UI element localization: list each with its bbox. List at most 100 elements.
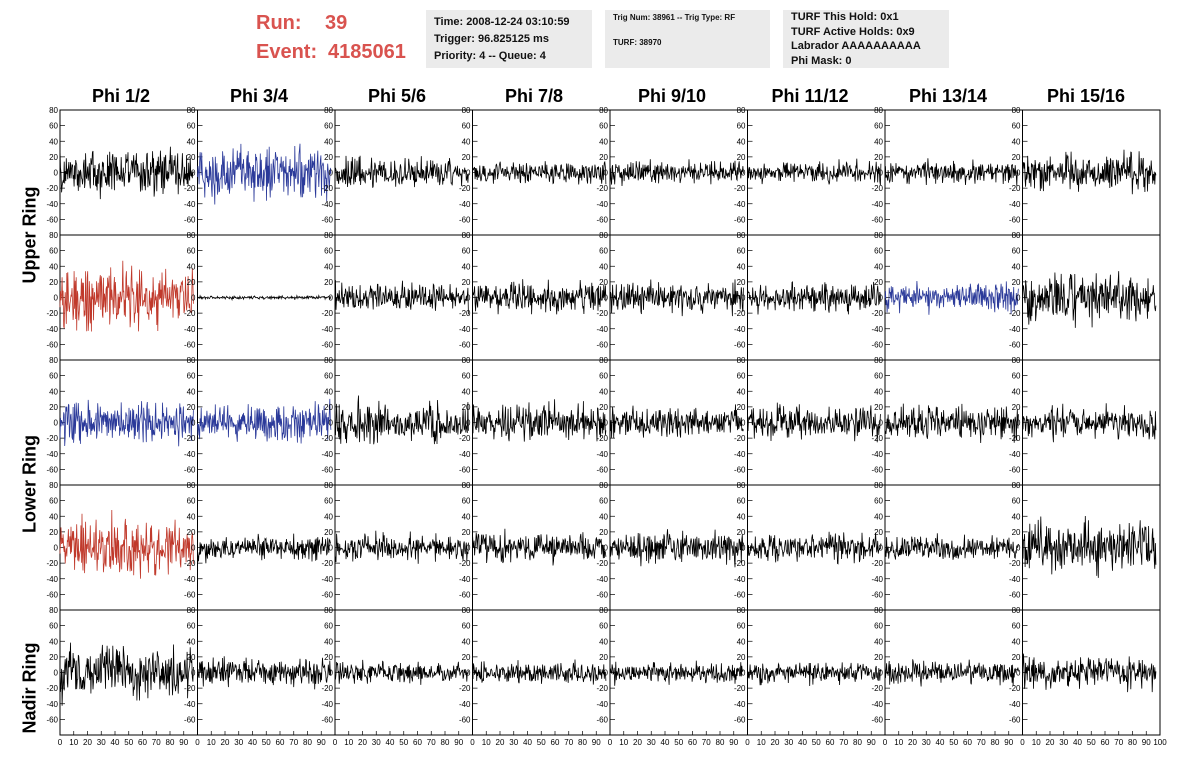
x-tick-label: 60 — [1101, 738, 1110, 747]
y-tick-label: 60 — [187, 497, 196, 506]
column-header-phi-1-2: Phi 1/2 — [91, 86, 151, 106]
y-tick-label: -60 — [184, 340, 196, 349]
y-tick-label: 20 — [462, 153, 471, 162]
y-tick-label: 60 — [874, 372, 883, 381]
y-tick-label: -40 — [459, 200, 471, 209]
y-tick-label: -60 — [459, 215, 471, 224]
y-tick-label: 40 — [874, 262, 883, 271]
x-tick-label: 80 — [441, 738, 450, 747]
y-tick-label: 60 — [324, 247, 333, 256]
y-tick-label: 40 — [1012, 387, 1021, 396]
y-tick-label: 20 — [599, 653, 608, 662]
time-line: Time: 2008-12-24 03:10:59 — [434, 16, 570, 28]
y-tick-label: 0 — [879, 419, 884, 428]
y-tick-label: 20 — [49, 528, 58, 537]
phi-mask-line: Phi Mask: 0 — [791, 54, 852, 67]
y-tick-label: -40 — [1009, 575, 1021, 584]
y-tick-label: -40 — [321, 325, 333, 334]
y-tick-label: 0 — [54, 169, 59, 178]
y-tick-label: -20 — [321, 434, 333, 443]
waveform-trace — [884, 403, 1019, 444]
y-tick-label: 60 — [49, 247, 58, 256]
x-tick-label: 10 — [1032, 738, 1041, 747]
y-tick-label: -60 — [46, 340, 58, 349]
y-tick-label: -20 — [1009, 309, 1021, 318]
y-tick-label: 80 — [1012, 606, 1021, 615]
x-tick-label: 60 — [688, 738, 697, 747]
y-tick-label: 80 — [737, 481, 746, 490]
waveform-trace — [472, 160, 607, 185]
x-tick-label: 10 — [894, 738, 903, 747]
y-tick-label: 40 — [1012, 137, 1021, 146]
waveform-trace — [609, 404, 744, 438]
y-tick-label: 20 — [49, 653, 58, 662]
y-tick-label: 0 — [466, 294, 471, 303]
y-tick-label: -60 — [871, 215, 883, 224]
y-tick-label: 0 — [1016, 669, 1021, 678]
waveform-trace — [59, 642, 194, 706]
y-tick-label: 60 — [187, 122, 196, 131]
waveform-trace — [197, 533, 331, 564]
y-tick-label: 40 — [462, 512, 471, 521]
y-tick-label: -40 — [184, 450, 196, 459]
y-tick-label: 20 — [1012, 653, 1021, 662]
y-tick-label: -40 — [46, 575, 58, 584]
y-tick-label: -20 — [596, 434, 608, 443]
labrador-line: Labrador AAAAAAAAAA — [791, 40, 921, 52]
y-tick-label: 0 — [741, 544, 746, 553]
x-tick-label: 30 — [647, 738, 656, 747]
waveform-trace — [472, 279, 607, 315]
y-tick-label: 40 — [324, 137, 333, 146]
y-tick-label: -40 — [734, 575, 746, 584]
y-tick-label: 80 — [599, 356, 608, 365]
y-tick-label: 60 — [599, 122, 608, 131]
y-tick-label: 60 — [599, 247, 608, 256]
waveform-trace — [609, 159, 744, 187]
waveform-trace — [1022, 403, 1157, 443]
column-header-phi-3-4: Phi 3/4 — [229, 86, 289, 106]
y-tick-label: 80 — [737, 106, 746, 115]
x-tick-label: 30 — [922, 738, 931, 747]
y-tick-label: -20 — [321, 684, 333, 693]
y-tick-label: -40 — [734, 200, 746, 209]
y-tick-label: 60 — [599, 497, 608, 506]
y-tick-label: 0 — [466, 169, 471, 178]
waveform-trace — [472, 659, 607, 685]
panel-frame — [1022, 359, 1161, 486]
y-tick-label: 0 — [329, 669, 334, 678]
y-tick-label: 80 — [462, 356, 471, 365]
turf-active-holds-line: TURF Active Holds: 0x9 — [791, 25, 915, 38]
y-tick-label: -20 — [871, 184, 883, 193]
y-tick-label: -60 — [321, 340, 333, 349]
y-tick-label: -60 — [321, 715, 333, 724]
y-tick-label: 40 — [737, 387, 746, 396]
y-tick-label: 80 — [324, 481, 333, 490]
y-tick-label: 80 — [187, 481, 196, 490]
x-tick-label: 40 — [936, 738, 945, 747]
waveform-trace — [334, 155, 469, 188]
x-tick-label: 50 — [124, 738, 133, 747]
y-tick-label: -20 — [1009, 434, 1021, 443]
y-tick-label: 60 — [874, 497, 883, 506]
y-tick-label: -60 — [184, 590, 196, 599]
y-tick-label: -40 — [734, 450, 746, 459]
y-tick-label: 60 — [462, 622, 471, 631]
waveform-trace — [747, 158, 882, 186]
y-tick-label: -20 — [184, 309, 196, 318]
x-tick-label: 70 — [427, 738, 436, 747]
y-tick-label: 0 — [1016, 169, 1021, 178]
y-tick-label: 80 — [324, 356, 333, 365]
y-tick-label: -20 — [871, 309, 883, 318]
y-tick-label: -60 — [871, 340, 883, 349]
y-tick-label: -20 — [734, 559, 746, 568]
y-tick-label: 20 — [187, 528, 196, 537]
x-tick-label: 20 — [221, 738, 230, 747]
y-tick-label: -60 — [734, 465, 746, 474]
x-tick-label: 0 — [1020, 738, 1025, 747]
waveform-trace — [1022, 149, 1157, 195]
x-tick-label: 60 — [963, 738, 972, 747]
y-tick-label: -20 — [184, 184, 196, 193]
y-tick-label: 0 — [54, 419, 59, 428]
y-tick-label: 80 — [187, 231, 196, 240]
y-tick-label: -60 — [734, 590, 746, 599]
